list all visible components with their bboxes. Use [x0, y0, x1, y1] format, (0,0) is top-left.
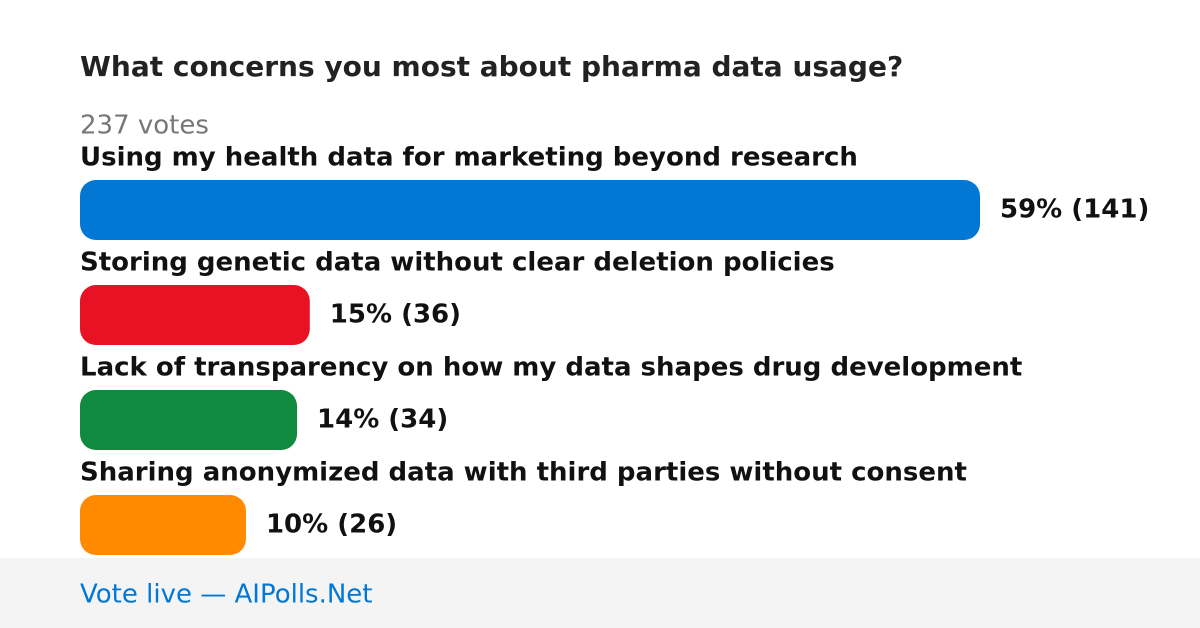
bar: [80, 495, 246, 555]
value-label: 15% (36): [330, 300, 461, 330]
footer-link[interactable]: Vote live — AIPolls.Net: [80, 580, 373, 610]
value-label: 10% (26): [266, 510, 397, 540]
vote-count: 237 votes: [80, 111, 209, 141]
bar: [80, 180, 980, 240]
footer-bar: [0, 558, 1200, 628]
option-label: Using my health data for marketing beyon…: [80, 143, 858, 173]
option-label: Sharing anonymized data with third parti…: [80, 458, 967, 488]
option-label: Storing genetic data without clear delet…: [80, 248, 835, 278]
bar: [80, 390, 298, 450]
bar: [80, 285, 310, 345]
value-label: 59% (141): [1000, 195, 1149, 225]
chart-title: What concerns you most about pharma data…: [80, 50, 903, 83]
option-label: Lack of transparency on how my data shap…: [80, 353, 1022, 383]
value-label: 14% (34): [317, 405, 448, 435]
